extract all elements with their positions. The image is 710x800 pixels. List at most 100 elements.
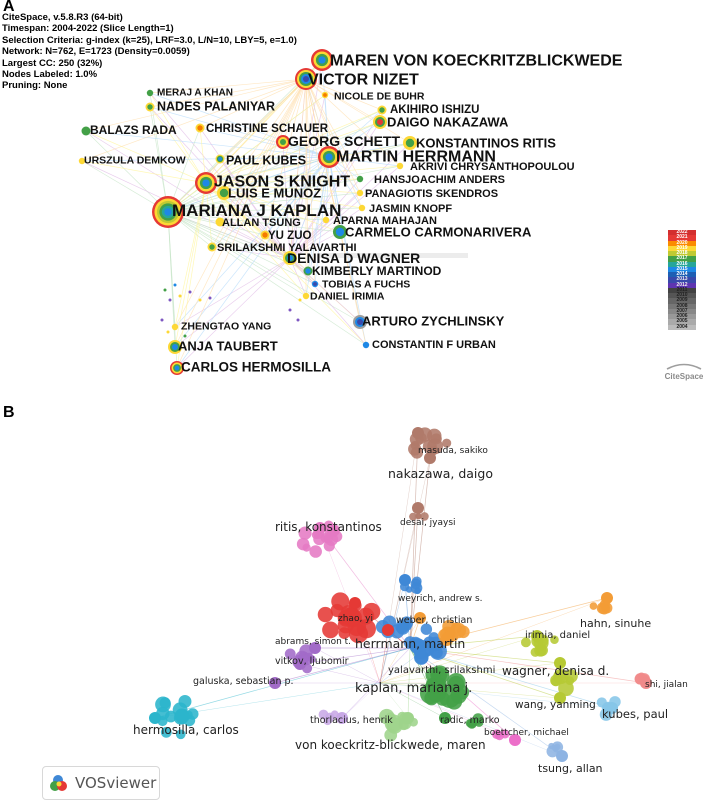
legend-year-2016: 2016 <box>668 261 696 267</box>
network-edge <box>223 78 307 194</box>
network-edge <box>167 211 341 233</box>
network-edge <box>219 156 330 160</box>
network-edge <box>149 92 169 213</box>
network-edge <box>305 78 383 111</box>
cluster-node <box>550 635 559 644</box>
network-edge <box>379 629 389 684</box>
cluster-node <box>296 537 310 551</box>
network-edge <box>305 78 330 158</box>
citespace-labels: MAREN VON KOECKRITZBLICKWEDE VICTOR NIZET… <box>84 53 623 375</box>
node-ring-nades-palaniyar <box>147 104 153 110</box>
cluster-node <box>160 726 172 738</box>
network-edge <box>199 78 307 129</box>
node-label-yalavarthi-srilakshmi: yalavarthi, srilakshmi <box>388 665 495 676</box>
node-yalavarthi-srilakshmi <box>414 647 426 659</box>
node-label-arturo-zychlinsky: ARTURO ZYCHLINSKY <box>362 314 505 329</box>
node-label-galuska-sebastian-p: galuska, sebastian p. <box>193 676 294 687</box>
node-label-zhengtao-yang: ZHENGTAO YANG <box>181 321 271 333</box>
cluster-node <box>178 694 192 708</box>
network-edge <box>85 78 307 132</box>
legend-year-2009: 2009 <box>668 298 696 304</box>
network-edge <box>85 130 330 158</box>
minor-node <box>298 298 302 302</box>
network-edge <box>167 211 327 221</box>
node-label-urszula-demkow: URSZULA DEMKOW <box>84 155 186 167</box>
network-edge <box>205 182 307 297</box>
node-masuda-sakiko <box>412 427 424 439</box>
network-edge <box>149 106 207 184</box>
node-herrmann-martin <box>382 624 394 636</box>
network-edge <box>299 663 381 684</box>
meta-line: Selection Criteria: g-index (k=25), LRF=… <box>2 34 297 46</box>
node-ring-aparna-mahajan <box>322 216 330 224</box>
legend-year-2013: 2013 <box>668 277 696 283</box>
network-edge <box>379 682 433 685</box>
network-edge <box>305 78 361 194</box>
legend-year-2011: 2011 <box>668 287 696 293</box>
node-label-hansjoachim-anders: HANSJOACHIM ANDERS <box>374 174 505 186</box>
node-label-hermosilla-carlos: hermosilla, carlos <box>133 723 239 737</box>
node-weyrich-andrew-s <box>399 574 411 586</box>
minor-node <box>160 318 164 322</box>
minor-node <box>168 298 172 302</box>
network-edge <box>85 130 291 259</box>
network-edge <box>149 78 307 94</box>
node-label-abrams-simon-t: abrams, simon t. <box>275 637 351 647</box>
network-edge <box>219 221 291 259</box>
vosviewer-labels: masuda, sakiko nakazawa, daigo desai, jyay… <box>133 446 688 775</box>
node-label-akihiro-ishizu: AKIHIRO ISHIZU <box>390 104 479 116</box>
node-label-wang-yanming: wang, yanming <box>515 699 596 711</box>
network-edge <box>409 647 563 757</box>
node-label-daigo-nakazawa: DAIGO NAKAZAWA <box>387 115 509 130</box>
network-edge <box>289 231 341 259</box>
cluster-node <box>420 623 433 635</box>
node-von-koeckritz-blickwede-maren <box>402 712 414 724</box>
network-edge <box>305 78 411 144</box>
network-edge <box>282 78 307 143</box>
node-label-hahn-sinuhe: hahn, sinuhe <box>580 617 651 630</box>
cluster-node <box>410 578 422 590</box>
node-label-kubes-paul: kubes, paul <box>602 707 668 721</box>
node-label-ritis-konstantinos: ritis, konstantinos <box>275 520 382 534</box>
legend-year-2012: 2012 <box>668 282 696 288</box>
network-edge <box>328 142 411 158</box>
meta-line: Nodes Labeled: 1.0% <box>2 69 98 81</box>
network-edge <box>409 457 431 649</box>
network-edge <box>407 647 411 719</box>
cluster-node <box>284 648 296 660</box>
node-zhao-yi <box>349 597 361 609</box>
network-edge <box>176 182 207 369</box>
node-label-meraj-a-khan: MERAJ A KHAN <box>157 88 233 99</box>
network-edge <box>174 257 291 328</box>
node-label-nakazawa-daigo: nakazawa, daigo <box>388 466 493 481</box>
node-label-anja-taubert: ANJA TAUBERT <box>178 339 278 354</box>
node-label-kaplan-mariana-j: kaplan, mariana j. <box>355 681 472 696</box>
network-edge <box>379 682 516 741</box>
node-thorlacius-henrik <box>336 712 348 724</box>
network-edge <box>379 682 613 709</box>
node-label-panagiotis-skendros: PANAGIOTIS SKENDROS <box>365 188 498 200</box>
node-label-nicole-de-buhr: NICOLE DE BUHR <box>334 91 425 103</box>
network-edge <box>174 78 307 328</box>
cluster-node <box>326 523 340 537</box>
node-ring-srilakshmi-yalavarthi <box>209 244 215 250</box>
node-ring-akrivi-chrysanthopoulou <box>396 162 404 170</box>
node-irimia-daniel <box>531 630 543 642</box>
network-edge <box>167 211 291 259</box>
node-ring-paul-kubes <box>218 157 222 161</box>
panel-a-label: A <box>3 0 15 15</box>
network-edge <box>167 165 401 213</box>
network-edge <box>205 156 330 184</box>
network-edge <box>379 682 446 719</box>
node-ring-konstantinos-ritis <box>405 138 415 148</box>
cluster-node <box>317 606 334 623</box>
network-edge <box>379 597 608 684</box>
network-edge <box>341 647 411 719</box>
legend-year-2017: 2017 <box>668 256 696 262</box>
cluster-node <box>340 605 357 621</box>
node-label-allan-tsung: ALLAN TSUNG <box>222 217 301 229</box>
node-boettcher-michael <box>509 734 521 746</box>
network-edge <box>167 78 307 213</box>
node-ring-christine-schauer <box>197 125 203 131</box>
network-edge <box>85 130 169 213</box>
